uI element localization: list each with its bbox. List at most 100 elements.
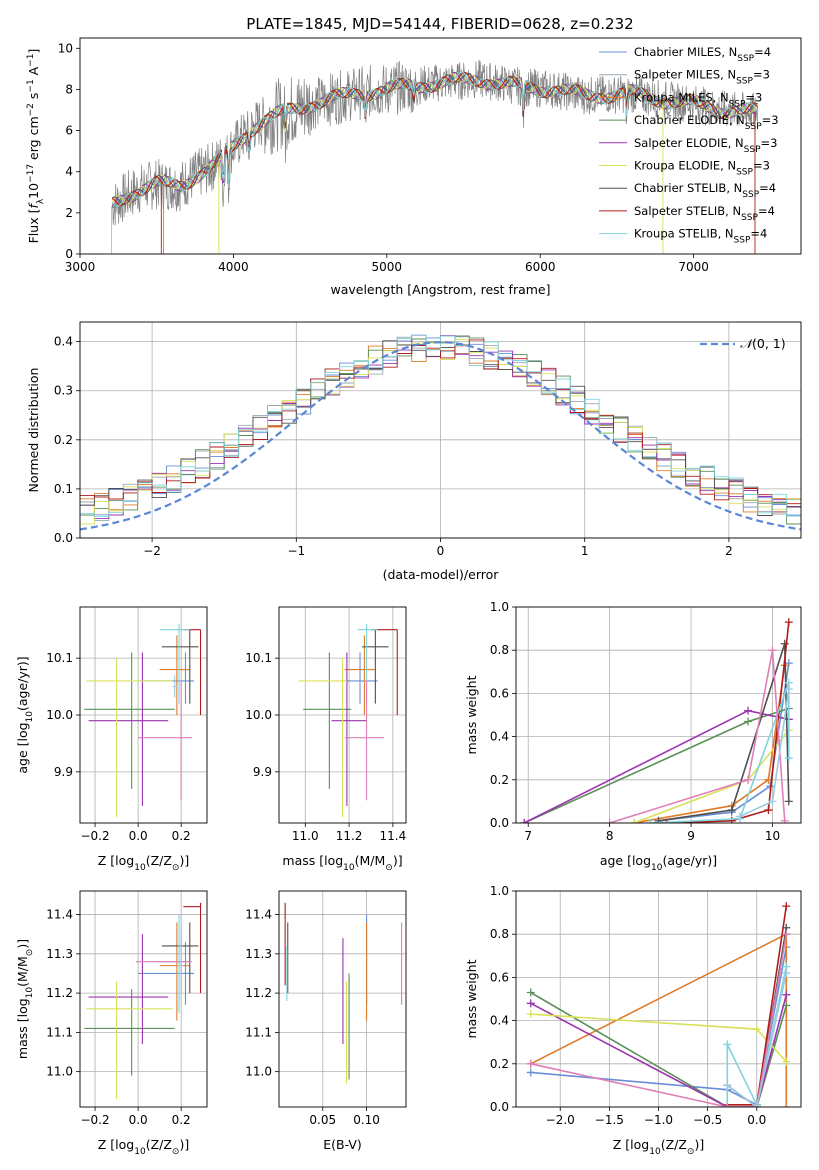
label-part: Kroupa STELIB, N xyxy=(634,227,734,241)
label-part: −1 xyxy=(26,53,36,66)
x-axis-label: Z [log10(Z/Z⊙)] xyxy=(98,853,189,873)
label-part: =4 xyxy=(750,227,767,241)
y-tick-label: 0.0 xyxy=(54,531,73,545)
y-tick-label: 11.4 xyxy=(46,908,73,922)
label-part: 10 xyxy=(25,987,35,999)
plot-area xyxy=(84,624,202,818)
label-part: SSP xyxy=(736,168,753,178)
weight-marker xyxy=(735,812,744,821)
label-part: (0, 1) xyxy=(752,336,786,351)
weight-marker xyxy=(780,639,789,648)
axes-group: 0.05 0.10 11.0 11.1 11.2 11.3 11.4 E(B-V) xyxy=(245,890,407,1152)
x-tick-label: 2 xyxy=(725,544,733,558)
label-part: Salpeter STELIB, N xyxy=(634,204,741,218)
legend-entry: Chabrier ELODIE, NSSP=3 xyxy=(634,113,779,132)
axes-frame xyxy=(278,890,407,1108)
axes-frame xyxy=(79,37,802,255)
label-part: )] xyxy=(179,1137,189,1152)
label-part: SSP xyxy=(736,77,753,87)
x-tick-label: 0.2 xyxy=(172,1113,191,1127)
x-tick-label: 0 xyxy=(437,544,445,558)
y-tick-label: 0.0 xyxy=(490,1100,509,1114)
x-tick-label: 0.0 xyxy=(129,829,148,843)
x-tick-label: 7000 xyxy=(678,260,709,274)
label-part: Salpeter MILES, N xyxy=(634,68,736,82)
weight-marker xyxy=(784,797,793,806)
label-part: (Z/Z xyxy=(146,1137,172,1152)
y-tick-label: 0.2 xyxy=(54,433,73,447)
legend-entry: Salpeter ELODIE, NSSP=3 xyxy=(634,136,777,155)
axes-group: 11.0 11.2 11.4 9.9 10.0 10.1 mass [log10(M/M⊙)… xyxy=(245,606,407,873)
figure-title: PLATE=1845, MJD=54144, FIBERID=0628, z=0… xyxy=(246,15,633,33)
weight-marker xyxy=(727,816,736,823)
label-part: SSP xyxy=(734,236,751,246)
axes-group: −2.0 −1.5 −1.0 −0.5 0.0 0.0 0.2 0.4 0.6 0.8 1.0 Z [… xyxy=(464,884,802,1157)
x-axis-label: E(B-V) xyxy=(323,1137,362,1152)
weight-line xyxy=(726,966,788,1107)
label-part: 10 xyxy=(649,1147,661,1157)
label-part: (M/M xyxy=(15,956,30,987)
model-spectrum-chabrier-stelib xyxy=(111,72,758,206)
axes-group: −2 −1 0 1 2 0.0 0.1 0.2 0.3 0.4 𝒩(0, 1) (data-model… xyxy=(26,321,802,582)
y-tick-label: 0.2 xyxy=(490,773,509,787)
label-part: Kroupa ELODIE, N xyxy=(634,159,736,173)
plot-area xyxy=(520,618,793,823)
weight-marker xyxy=(723,1040,732,1049)
label-part: (M/M xyxy=(355,853,386,868)
model-spectrum-salpeter-elodie xyxy=(111,72,759,208)
label-part: SSP xyxy=(737,54,754,64)
x-axis-label: Z [log10(Z/Z⊙)] xyxy=(613,1137,704,1157)
y-tick-label: 0.4 xyxy=(54,335,73,349)
weight-marker xyxy=(605,819,614,823)
weight-marker xyxy=(526,1010,535,1019)
x-tick-label: −2.0 xyxy=(546,1113,575,1127)
x-tick-label: 11.4 xyxy=(380,829,407,843)
weight-marker xyxy=(768,797,777,806)
x-tick-label: 9 xyxy=(687,829,695,843)
label-part: SSP xyxy=(745,122,762,132)
weight-marker xyxy=(630,819,639,823)
label-part: f xyxy=(26,203,41,209)
label-part: )] xyxy=(179,853,189,868)
y-tick-label: 11.2 xyxy=(245,986,272,1000)
label-part: Salpeter ELODIE, N xyxy=(634,136,744,150)
label-part: =3 xyxy=(762,113,779,127)
label-part: age [log xyxy=(15,722,30,773)
axes-frame xyxy=(515,890,802,1108)
y-tick-label: 0 xyxy=(65,247,73,261)
weight-marker xyxy=(723,1081,732,1090)
y-tick-label: 0.6 xyxy=(490,686,509,700)
label-part: Z [log xyxy=(613,1137,649,1152)
y-tick-label: 0.0 xyxy=(490,816,509,830)
x-tick-label: 0.0 xyxy=(747,1113,766,1127)
label-part: SSP xyxy=(744,145,761,155)
label-part: −1 xyxy=(26,79,36,92)
label-part: 10 xyxy=(134,1147,146,1157)
label-part: =4 xyxy=(758,204,775,218)
weight-marker xyxy=(768,646,777,655)
axes-frame xyxy=(515,606,802,824)
weight-marker xyxy=(526,988,535,997)
label-part: =3 xyxy=(753,159,770,173)
y-tick-label: 10.1 xyxy=(46,651,73,665)
weight-marker xyxy=(784,685,793,694)
axes-group: −0.2 0.0 0.29.910.010.1Z [log10(Z/Z⊙)]age … xyxy=(15,606,208,873)
axes-frame xyxy=(278,606,407,824)
x-tick-label: −2 xyxy=(143,544,161,558)
weight-line xyxy=(530,934,788,1107)
weight-marker xyxy=(784,659,793,668)
y-tick-label: 2 xyxy=(65,206,73,220)
normal-curve xyxy=(80,341,801,531)
x-axis-label: mass [log10(M/M⊙)] xyxy=(282,853,402,873)
y-tick-label: 11.1 xyxy=(46,1025,73,1039)
weight-line xyxy=(523,709,789,823)
label-part: ⊙ xyxy=(385,863,393,873)
label-part: Z [log xyxy=(98,1137,134,1152)
label-part: =3 xyxy=(753,68,770,82)
label-part: )] xyxy=(15,939,30,949)
label-part: E(B-V) xyxy=(323,1137,362,1152)
label-part: Chabrier STELIB, N xyxy=(634,181,742,195)
weight-marker xyxy=(654,816,663,823)
y-axis-label: mass weight xyxy=(464,959,479,1038)
